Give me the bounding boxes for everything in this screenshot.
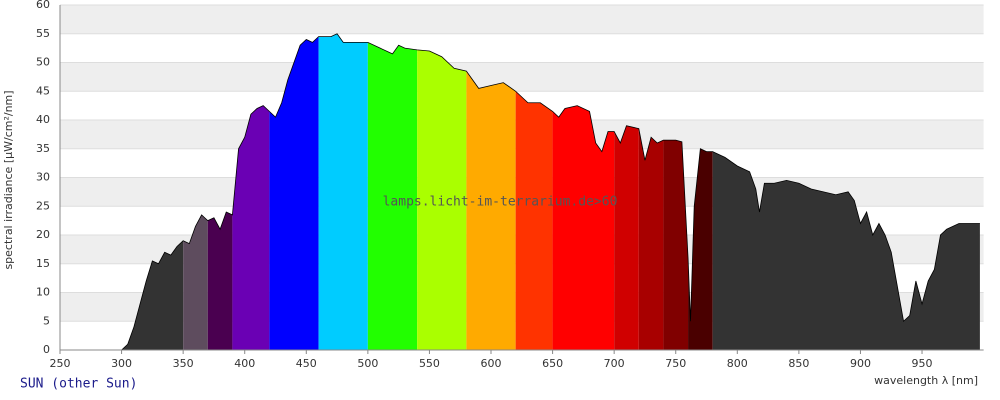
x-tick-label: 950 xyxy=(912,357,933,370)
color-band xyxy=(367,33,418,350)
x-tick-label: 750 xyxy=(665,357,686,370)
color-band xyxy=(318,33,368,350)
color-band xyxy=(466,33,516,350)
color-band xyxy=(614,33,639,350)
x-tick-label: 500 xyxy=(357,357,378,370)
y-tick-label: 55 xyxy=(36,27,50,40)
x-tick-label: 700 xyxy=(604,357,625,370)
y-tick-label: 20 xyxy=(36,228,50,241)
spectrum-line xyxy=(121,33,980,351)
y-tick-label: 35 xyxy=(36,142,50,155)
color-band xyxy=(232,33,270,350)
x-tick-label: 400 xyxy=(234,357,255,370)
color-band xyxy=(515,33,553,350)
x-tick-label: 250 xyxy=(50,357,71,370)
y-tick-label: 0 xyxy=(43,343,50,356)
y-tick-label: 10 xyxy=(36,286,50,299)
x-tick-label: 300 xyxy=(111,357,132,370)
x-tick-label: 900 xyxy=(850,357,871,370)
color-band xyxy=(417,33,467,350)
x-tick-label: 800 xyxy=(727,357,748,370)
y-tick-label: 50 xyxy=(36,56,50,69)
legend-text: SUN (other Sun) xyxy=(20,377,137,392)
annotation: lamps.licht-im-terrarium.de>60 xyxy=(383,195,618,210)
color-band xyxy=(269,33,319,350)
y-tick-label: 30 xyxy=(36,171,50,184)
y-tick-label: 40 xyxy=(36,113,50,126)
y-tick-label: 5 xyxy=(43,314,50,327)
x-tick-label: 350 xyxy=(173,357,194,370)
y-axis-label: spectral irradiance [µW/cm²/nm] xyxy=(2,90,15,269)
stripe xyxy=(60,5,984,34)
y-tick-label: 60 xyxy=(36,0,50,11)
color-band xyxy=(638,33,664,350)
x-tick-label: 550 xyxy=(419,357,440,370)
x-tick-label: 450 xyxy=(296,357,317,370)
y-tick-label: 15 xyxy=(36,257,50,270)
x-tick-label: 600 xyxy=(481,357,502,370)
x-tick-label: 650 xyxy=(542,357,563,370)
x-axis-label: wavelength λ [nm] xyxy=(874,374,978,387)
y-tick-label: 25 xyxy=(36,199,50,212)
color-band xyxy=(552,33,615,350)
x-tick-label: 850 xyxy=(788,357,809,370)
y-tick-label: 45 xyxy=(36,84,50,97)
stripe xyxy=(60,62,984,92)
